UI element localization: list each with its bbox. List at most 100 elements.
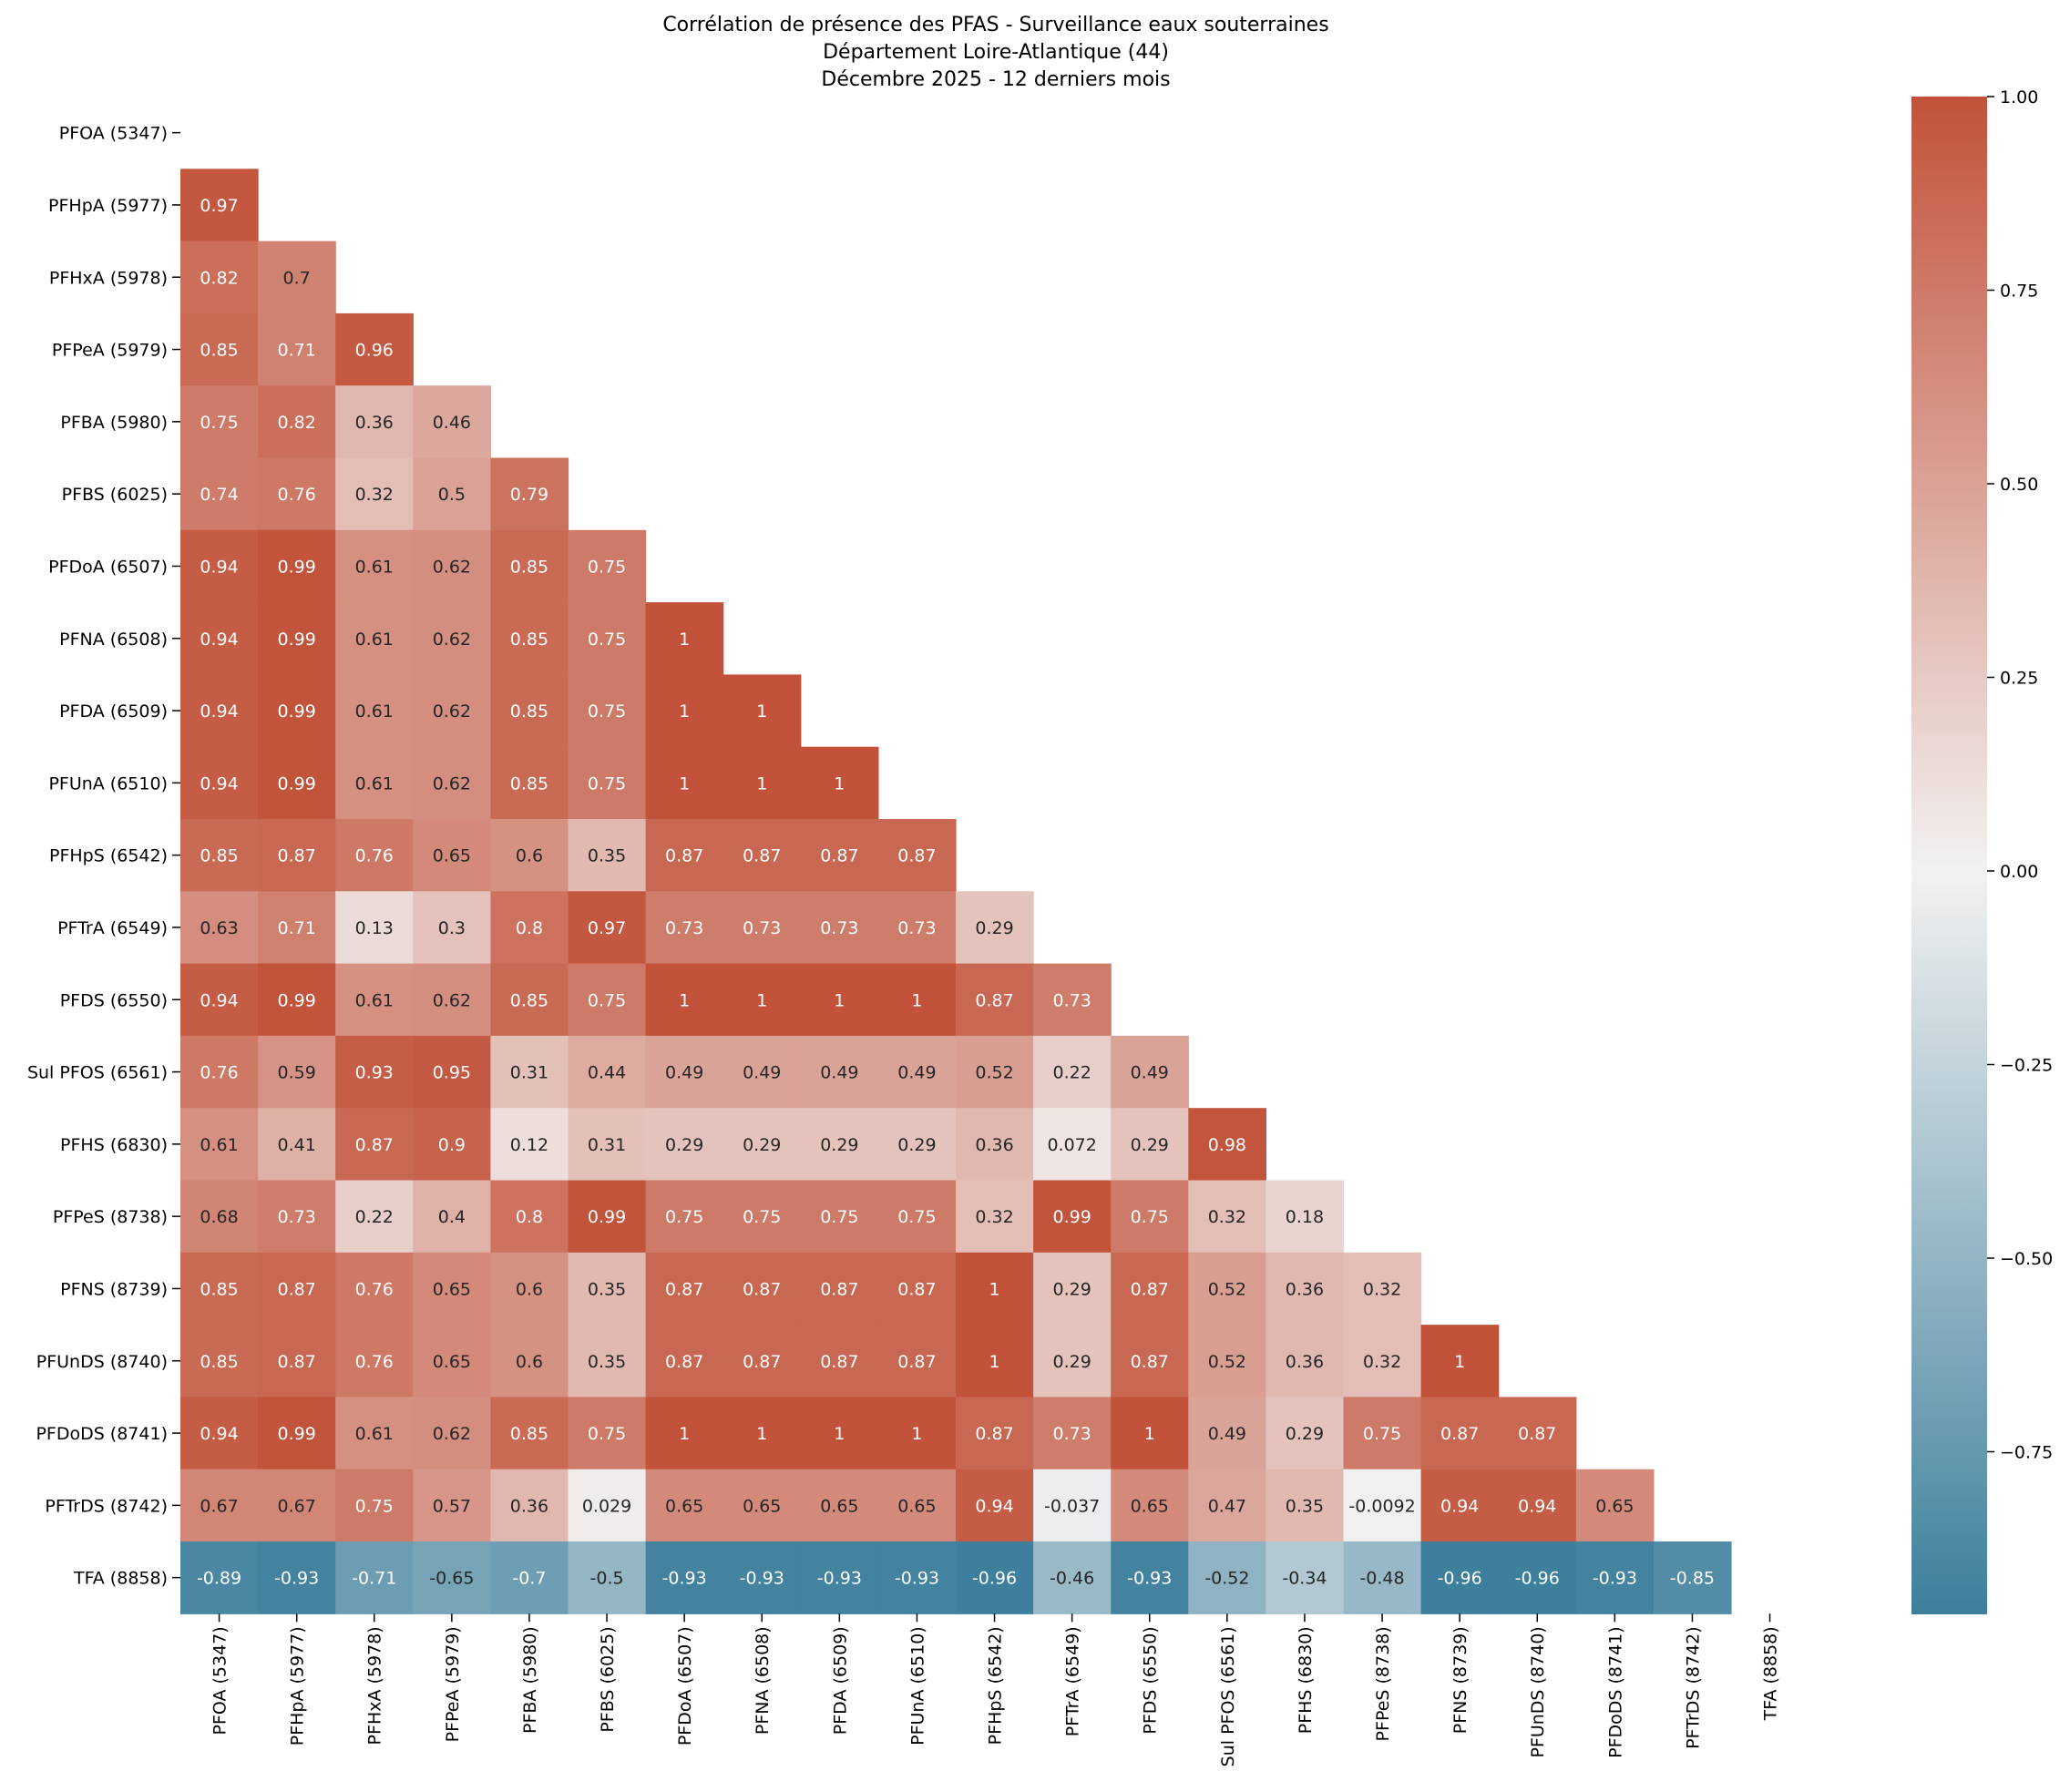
heatmap-cell bbox=[722, 1180, 802, 1254]
heatmap-cell bbox=[956, 1108, 1034, 1182]
heatmap-cell bbox=[645, 1541, 724, 1614]
heatmap-cell bbox=[645, 819, 724, 892]
heatmap-cell bbox=[180, 1180, 259, 1254]
x-tick-label: PFUnDS (8740) bbox=[1528, 1626, 1548, 1757]
cell-value-label: 0.75 bbox=[1363, 1424, 1401, 1444]
heatmap-cell bbox=[1033, 1252, 1112, 1326]
y-tick-label: PFPeA (5979) bbox=[52, 341, 168, 361]
cell-value-label: 0.65 bbox=[820, 1496, 858, 1516]
heatmap-cell bbox=[1343, 1397, 1422, 1470]
cell-value-label: 0.35 bbox=[588, 846, 626, 866]
heatmap-cell bbox=[568, 529, 647, 603]
cell-value-label: 0.85 bbox=[200, 1279, 238, 1299]
heatmap-cell bbox=[722, 1541, 802, 1614]
heatmap-cell bbox=[1420, 1325, 1500, 1398]
cell-value-label: 0.5 bbox=[438, 485, 466, 505]
heatmap-cell bbox=[568, 1397, 647, 1470]
heatmap-cell bbox=[180, 1108, 259, 1182]
y-tick-label: PFUnDS (8740) bbox=[36, 1352, 168, 1372]
cell-value-label: 0.65 bbox=[665, 1496, 703, 1516]
cell-value-label: 0.73 bbox=[743, 918, 781, 938]
heatmap-cell bbox=[1266, 1252, 1345, 1326]
cell-value-label: 0.52 bbox=[1208, 1279, 1246, 1299]
cell-value-label: 0.85 bbox=[200, 846, 238, 866]
cell-value-label: 1 bbox=[679, 990, 690, 1010]
cell-value-label: 0.85 bbox=[510, 990, 548, 1010]
heatmap-cell bbox=[800, 1325, 879, 1398]
heatmap-cell bbox=[258, 891, 336, 965]
y-tick-label: PFHS (6830) bbox=[60, 1135, 168, 1155]
cell-value-label: 0.85 bbox=[510, 557, 548, 577]
heatmap-cells: 0.97 0.82 0.7 0.85 0.71 0.96 0.75 0.82 0.36 0.46 0… bbox=[180, 169, 1732, 1614]
cell-value-label: 0.85 bbox=[200, 1352, 238, 1372]
cell-value-label: 0.99 bbox=[277, 773, 315, 794]
cell-value-label: 1 bbox=[911, 990, 922, 1010]
title-line-1: Corrélation de présence des PFAS - Surve… bbox=[662, 14, 1328, 36]
cell-value-label: 0.75 bbox=[743, 1207, 781, 1227]
heatmap-cell bbox=[568, 1325, 647, 1398]
heatmap-cell bbox=[335, 1180, 414, 1254]
heatmap-cell bbox=[568, 746, 647, 820]
heatmap-cell bbox=[180, 457, 259, 531]
cell-value-label: -0.96 bbox=[1515, 1569, 1560, 1589]
cell-value-label: 0.71 bbox=[277, 918, 315, 938]
cell-value-label: 0.62 bbox=[433, 990, 471, 1010]
cell-value-label: 0.8 bbox=[516, 1207, 543, 1227]
cell-value-label: 0.82 bbox=[277, 413, 315, 433]
colorbar-tick-label: 0.50 bbox=[2000, 475, 2038, 495]
heatmap-cell bbox=[413, 819, 491, 892]
heatmap-cell bbox=[335, 602, 414, 675]
cell-value-label: 0.73 bbox=[820, 918, 858, 938]
cell-value-label: 0.18 bbox=[1286, 1207, 1324, 1227]
heatmap-cell bbox=[413, 1035, 491, 1109]
heatmap-cell bbox=[1111, 1541, 1189, 1614]
heatmap-cell bbox=[645, 1108, 724, 1182]
heatmap-cell bbox=[258, 1541, 336, 1614]
colorbar-ticks: 1.00 0.75 0.50 0.25 0.00 −0.25 −0.50 −0.75 bbox=[1987, 87, 2053, 1463]
cell-value-label: 0.67 bbox=[277, 1496, 315, 1516]
heatmap-cell bbox=[335, 963, 414, 1037]
cell-value-label: 0.94 bbox=[975, 1496, 1013, 1516]
cell-value-label: 0.87 bbox=[355, 1135, 394, 1155]
heatmap-cell bbox=[258, 1252, 336, 1326]
cell-value-label: 0.62 bbox=[433, 1424, 471, 1444]
heatmap-cell bbox=[335, 1397, 414, 1470]
x-tick-label: PFHpA (5977) bbox=[288, 1626, 308, 1746]
heatmap-cell bbox=[335, 1252, 414, 1326]
heatmap-cell bbox=[180, 891, 259, 965]
cell-value-label: 0.79 bbox=[510, 485, 548, 505]
colorbar-tick-label: 0.25 bbox=[2000, 669, 2038, 689]
cell-value-label: 0.49 bbox=[665, 1063, 703, 1083]
cell-value-label: -0.5 bbox=[590, 1569, 624, 1589]
cell-value-label: 0.94 bbox=[1518, 1496, 1556, 1516]
cell-value-label: 0.57 bbox=[433, 1496, 471, 1516]
cell-value-label: 0.36 bbox=[1286, 1279, 1324, 1299]
heatmap-cell bbox=[1498, 1469, 1577, 1542]
x-tick-label: Sul PFOS (6561) bbox=[1218, 1626, 1238, 1766]
cell-value-label: 1 bbox=[679, 773, 690, 794]
cell-value-label: 0.65 bbox=[1595, 1496, 1634, 1516]
heatmap-cell bbox=[335, 819, 414, 892]
cell-value-label: 0.29 bbox=[975, 918, 1013, 938]
cell-value-label: 0.6 bbox=[516, 1279, 543, 1299]
cell-value-label: -0.71 bbox=[352, 1569, 396, 1589]
cell-value-label: -0.96 bbox=[972, 1569, 1017, 1589]
cell-value-label: 0.95 bbox=[433, 1063, 471, 1083]
heatmap-cell bbox=[413, 1469, 491, 1542]
y-axis-ticks: PFOA (5347) PFHpA (5977) PFHxA (5978) PFPeA… bbox=[27, 124, 180, 1589]
heatmap-cell bbox=[180, 1325, 259, 1398]
cell-value-label: 0.13 bbox=[355, 918, 394, 938]
cell-value-label: 0.82 bbox=[200, 268, 238, 288]
cell-value-label: 0.36 bbox=[1286, 1352, 1324, 1372]
heatmap-cell bbox=[1575, 1541, 1655, 1614]
heatmap-cell bbox=[258, 1180, 336, 1254]
cell-value-label: 0.8 bbox=[516, 918, 543, 938]
heatmap-cell bbox=[258, 1035, 336, 1109]
cell-value-label: 0.87 bbox=[975, 990, 1013, 1010]
heatmap-cell bbox=[180, 963, 259, 1037]
cell-value-label: 1 bbox=[756, 990, 767, 1010]
x-tick-label: PFPeS (8738) bbox=[1373, 1626, 1393, 1741]
cell-value-label: 0.36 bbox=[975, 1135, 1013, 1155]
heatmap-cell bbox=[722, 819, 802, 892]
cell-value-label: 0.75 bbox=[200, 413, 238, 433]
